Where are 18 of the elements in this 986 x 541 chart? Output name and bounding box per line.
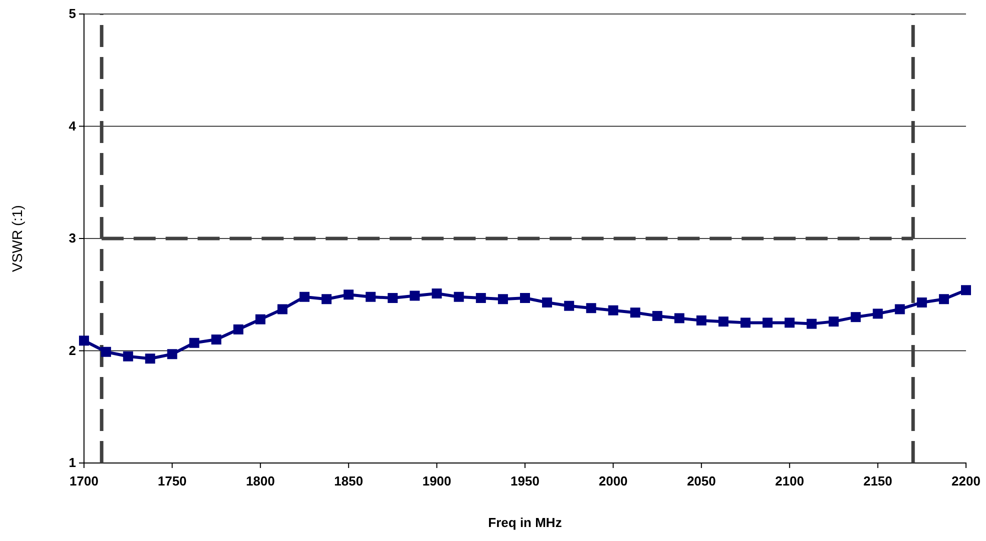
x-tick-label: 2100	[775, 473, 804, 488]
y-tick-label: 5	[68, 6, 76, 22]
x-tick-label: 1850	[334, 473, 364, 488]
x-tick-label: 2000	[598, 473, 628, 488]
y-tick-label: 2	[68, 342, 76, 358]
x-tick-label: 2150	[863, 473, 892, 488]
y-tick-label: 4	[68, 118, 77, 134]
x-tick-label: 2050	[686, 473, 716, 488]
x-tick-label: 1700	[70, 473, 98, 488]
y-tick-label: 1	[68, 455, 76, 470]
x-tick-label: 1950	[510, 473, 540, 488]
x-axis-title: Freq in MHz	[488, 515, 562, 530]
x-tick-label: 1800	[246, 473, 275, 488]
x-tick-label: 1750	[158, 473, 187, 488]
y-axis-title: VSWR (:1)	[9, 205, 25, 272]
x-tick-label: 1900	[422, 473, 452, 488]
y-tick-label: 3	[68, 230, 76, 246]
x-tick-label: 2200	[952, 473, 980, 488]
